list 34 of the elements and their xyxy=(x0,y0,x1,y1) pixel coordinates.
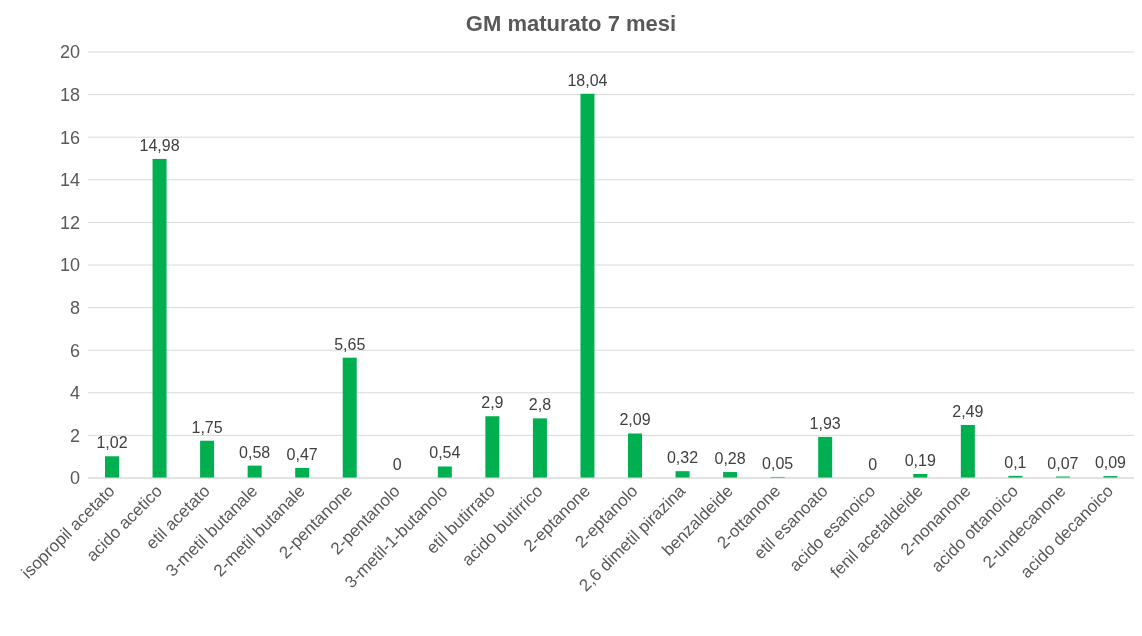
chart-title: GM maturato 7 mesi xyxy=(464,10,678,38)
data-label: 0 xyxy=(868,456,878,473)
data-label: 0,32 xyxy=(666,449,699,467)
data-label: 0,1 xyxy=(1004,453,1027,471)
data-label: 2,09 xyxy=(619,411,651,429)
y-tick-label: 8 xyxy=(69,297,80,318)
data-label: 2,49 xyxy=(952,402,984,420)
data-label: 0 xyxy=(392,456,402,473)
y-tick-label: 6 xyxy=(69,340,80,361)
y-tick-label: 12 xyxy=(59,212,80,233)
data-label: 0,47 xyxy=(286,445,318,463)
data-label: 1,02 xyxy=(96,434,128,452)
data-label: 0,19 xyxy=(904,451,936,469)
y-tick-label: 10 xyxy=(59,255,80,276)
y-tick-label: 18 xyxy=(59,84,80,105)
data-label: 0,54 xyxy=(429,444,461,462)
data-label: 2,8 xyxy=(528,396,552,414)
data-label: 0,28 xyxy=(714,450,746,468)
y-tick-label: 0 xyxy=(69,468,80,489)
data-label: 0,58 xyxy=(239,443,271,461)
y-tick-label: 20 xyxy=(59,42,80,63)
data-label: 0,07 xyxy=(1047,454,1079,472)
data-label: 18,04 xyxy=(567,71,608,89)
y-tick-label: 16 xyxy=(59,127,80,148)
y-tick-label: 2 xyxy=(69,425,80,446)
data-label: 2,9 xyxy=(481,394,504,412)
data-label: 0,05 xyxy=(762,454,794,472)
data-label: 1,93 xyxy=(809,414,841,432)
y-tick-label: 14 xyxy=(59,170,80,191)
data-label: 5,65 xyxy=(334,335,366,353)
data-label: 14,98 xyxy=(139,136,180,154)
data-label: 1,75 xyxy=(191,418,223,436)
data-label: 0,09 xyxy=(1094,454,1127,472)
y-tick-label: 4 xyxy=(69,383,80,404)
